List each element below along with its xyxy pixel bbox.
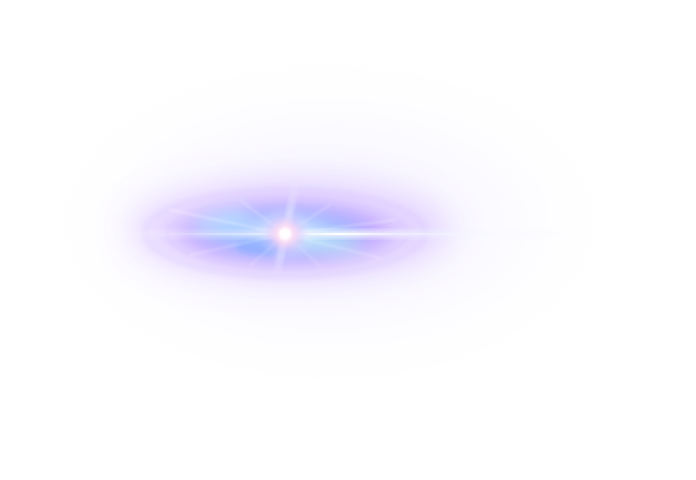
cyan-sheen-left bbox=[192, 208, 252, 236]
horizontal-streak-core bbox=[150, 233, 530, 235]
flare-core bbox=[279, 228, 291, 240]
